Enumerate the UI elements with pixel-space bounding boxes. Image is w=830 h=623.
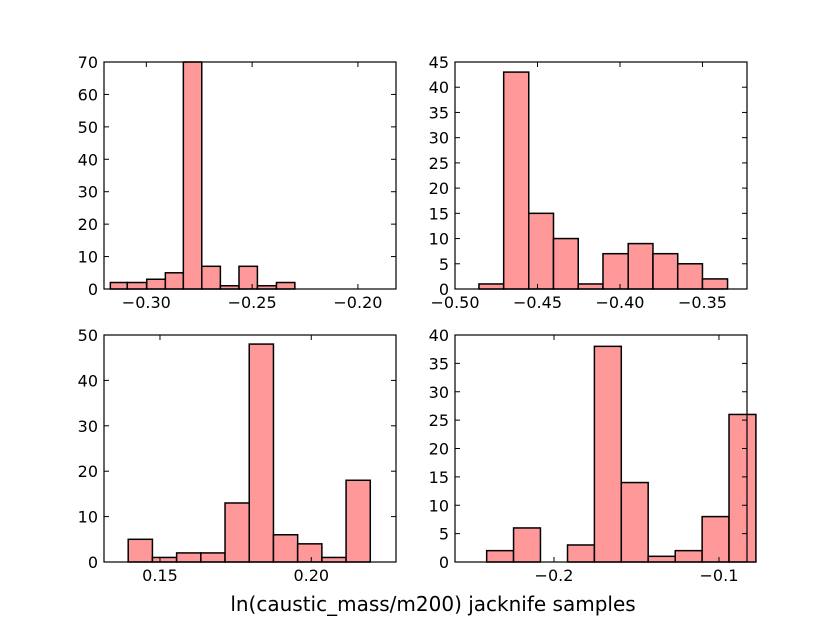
histogram-bar (478, 283, 505, 290)
axes-frame (103, 334, 397, 563)
histogram-bar (238, 265, 259, 290)
histogram-panel-top-left: −0.30 −0.25 −0.20 0 10 20 30 40 50 60 70 (78, 53, 397, 312)
histogram-bar (676, 263, 704, 290)
histogram-bar (485, 549, 515, 563)
histogram-bar (182, 61, 203, 290)
x-tick-label: −0.30 (122, 293, 171, 312)
histogram-bar (502, 71, 530, 290)
histogram-bar (593, 345, 623, 563)
y-tick-label: 40 (429, 78, 449, 97)
histogram-bar (321, 556, 347, 563)
y-tick-label: 20 (78, 215, 98, 234)
y-tick-label: 5 (439, 525, 449, 544)
y-tick-label: 35 (429, 354, 449, 373)
histogram-panel-top-right: −0.50 −0.45 −0.40 −0.35 0 5 10 15 20 25 30 35 40 45 (429, 53, 748, 312)
histogram-bar (652, 252, 679, 290)
histogram-bar (126, 281, 148, 290)
histogram-bar (345, 479, 372, 563)
histogram-bar (647, 555, 676, 563)
histogram-bar (145, 278, 167, 290)
y-tick-label: 10 (78, 508, 98, 527)
x-tick-label: −0.25 (228, 293, 277, 312)
histogram-bar (175, 552, 202, 563)
x-tick-label: −0.50 (430, 293, 479, 312)
histogram-bar (296, 543, 323, 563)
x-tick-label: −0.45 (513, 293, 562, 312)
histogram-bar (224, 502, 250, 563)
y-tick-label: 50 (78, 326, 98, 345)
y-tick-label: 40 (78, 150, 98, 169)
y-tick-label: 25 (429, 411, 449, 430)
y-tick-label: 15 (429, 468, 449, 487)
axes-frame (454, 61, 748, 290)
histogram-bar (527, 212, 555, 290)
y-tick-label: 25 (429, 154, 449, 173)
y-tick-label: 0 (439, 280, 449, 299)
y-tick-label: 0 (88, 280, 98, 299)
y-tick-label: 20 (429, 179, 449, 198)
y-tick-label: 0 (88, 553, 98, 572)
y-tick-label: 30 (78, 183, 98, 202)
y-tick-label: 30 (429, 383, 449, 402)
histogram-bar (512, 527, 542, 563)
histogram-bar (566, 544, 596, 563)
y-tick-label: 60 (78, 85, 98, 104)
histogram-bar (602, 252, 629, 290)
histogram-bar (109, 281, 129, 290)
y-tick-label: 5 (439, 255, 449, 274)
x-tick-label: −0.1 (700, 566, 739, 585)
x-tick-label: −0.20 (333, 293, 382, 312)
histogram-panel-bottom-right: −0.2 −0.1 0 5 10 15 20 25 30 35 40 (429, 326, 757, 585)
histogram-bar (620, 481, 649, 563)
y-tick-label: 20 (429, 440, 449, 459)
x-tick-label: −0.2 (535, 566, 574, 585)
histogram-bar (627, 242, 654, 290)
histogram-bar (164, 272, 185, 290)
histogram-bar (674, 549, 703, 563)
histogram-bar (127, 538, 154, 563)
histogram-bar (201, 265, 222, 290)
axes-frame (103, 61, 397, 290)
y-tick-label: 40 (429, 326, 449, 345)
y-tick-label: 20 (78, 462, 98, 481)
histogram-bar (272, 534, 299, 563)
x-tick-label: 0.15 (142, 566, 178, 585)
histogram-bar (577, 283, 604, 290)
y-tick-label: 30 (429, 129, 449, 148)
y-tick-label: 70 (78, 53, 98, 72)
x-tick-label: 0.20 (293, 566, 329, 585)
y-tick-label: 15 (429, 204, 449, 223)
y-tick-label: 10 (429, 496, 449, 515)
x-tick-label: −0.35 (678, 293, 727, 312)
y-tick-label: 50 (78, 118, 98, 137)
y-tick-label: 10 (78, 248, 98, 267)
histogram-bar (728, 413, 757, 563)
histogram-bar (275, 281, 296, 290)
y-tick-label: 45 (429, 53, 449, 72)
histogram-panel-bottom-left: 0.15 0.20 0 10 20 30 40 50 (78, 326, 397, 585)
y-tick-label: 10 (429, 230, 449, 249)
x-tick-label: −0.40 (595, 293, 644, 312)
histogram-bar (552, 237, 579, 290)
y-tick-label: 35 (429, 103, 449, 122)
y-tick-label: 0 (439, 553, 449, 572)
histogram-bar (701, 278, 729, 290)
y-tick-label: 30 (78, 417, 98, 436)
histogram-bar (248, 343, 275, 563)
histogram-bar (200, 552, 226, 563)
figure-xlabel: ln(caustic_mass/m200) jacknife samples (230, 592, 635, 616)
histogram-bar (151, 556, 178, 563)
histogram-bar (701, 515, 730, 563)
y-tick-label: 40 (78, 371, 98, 390)
